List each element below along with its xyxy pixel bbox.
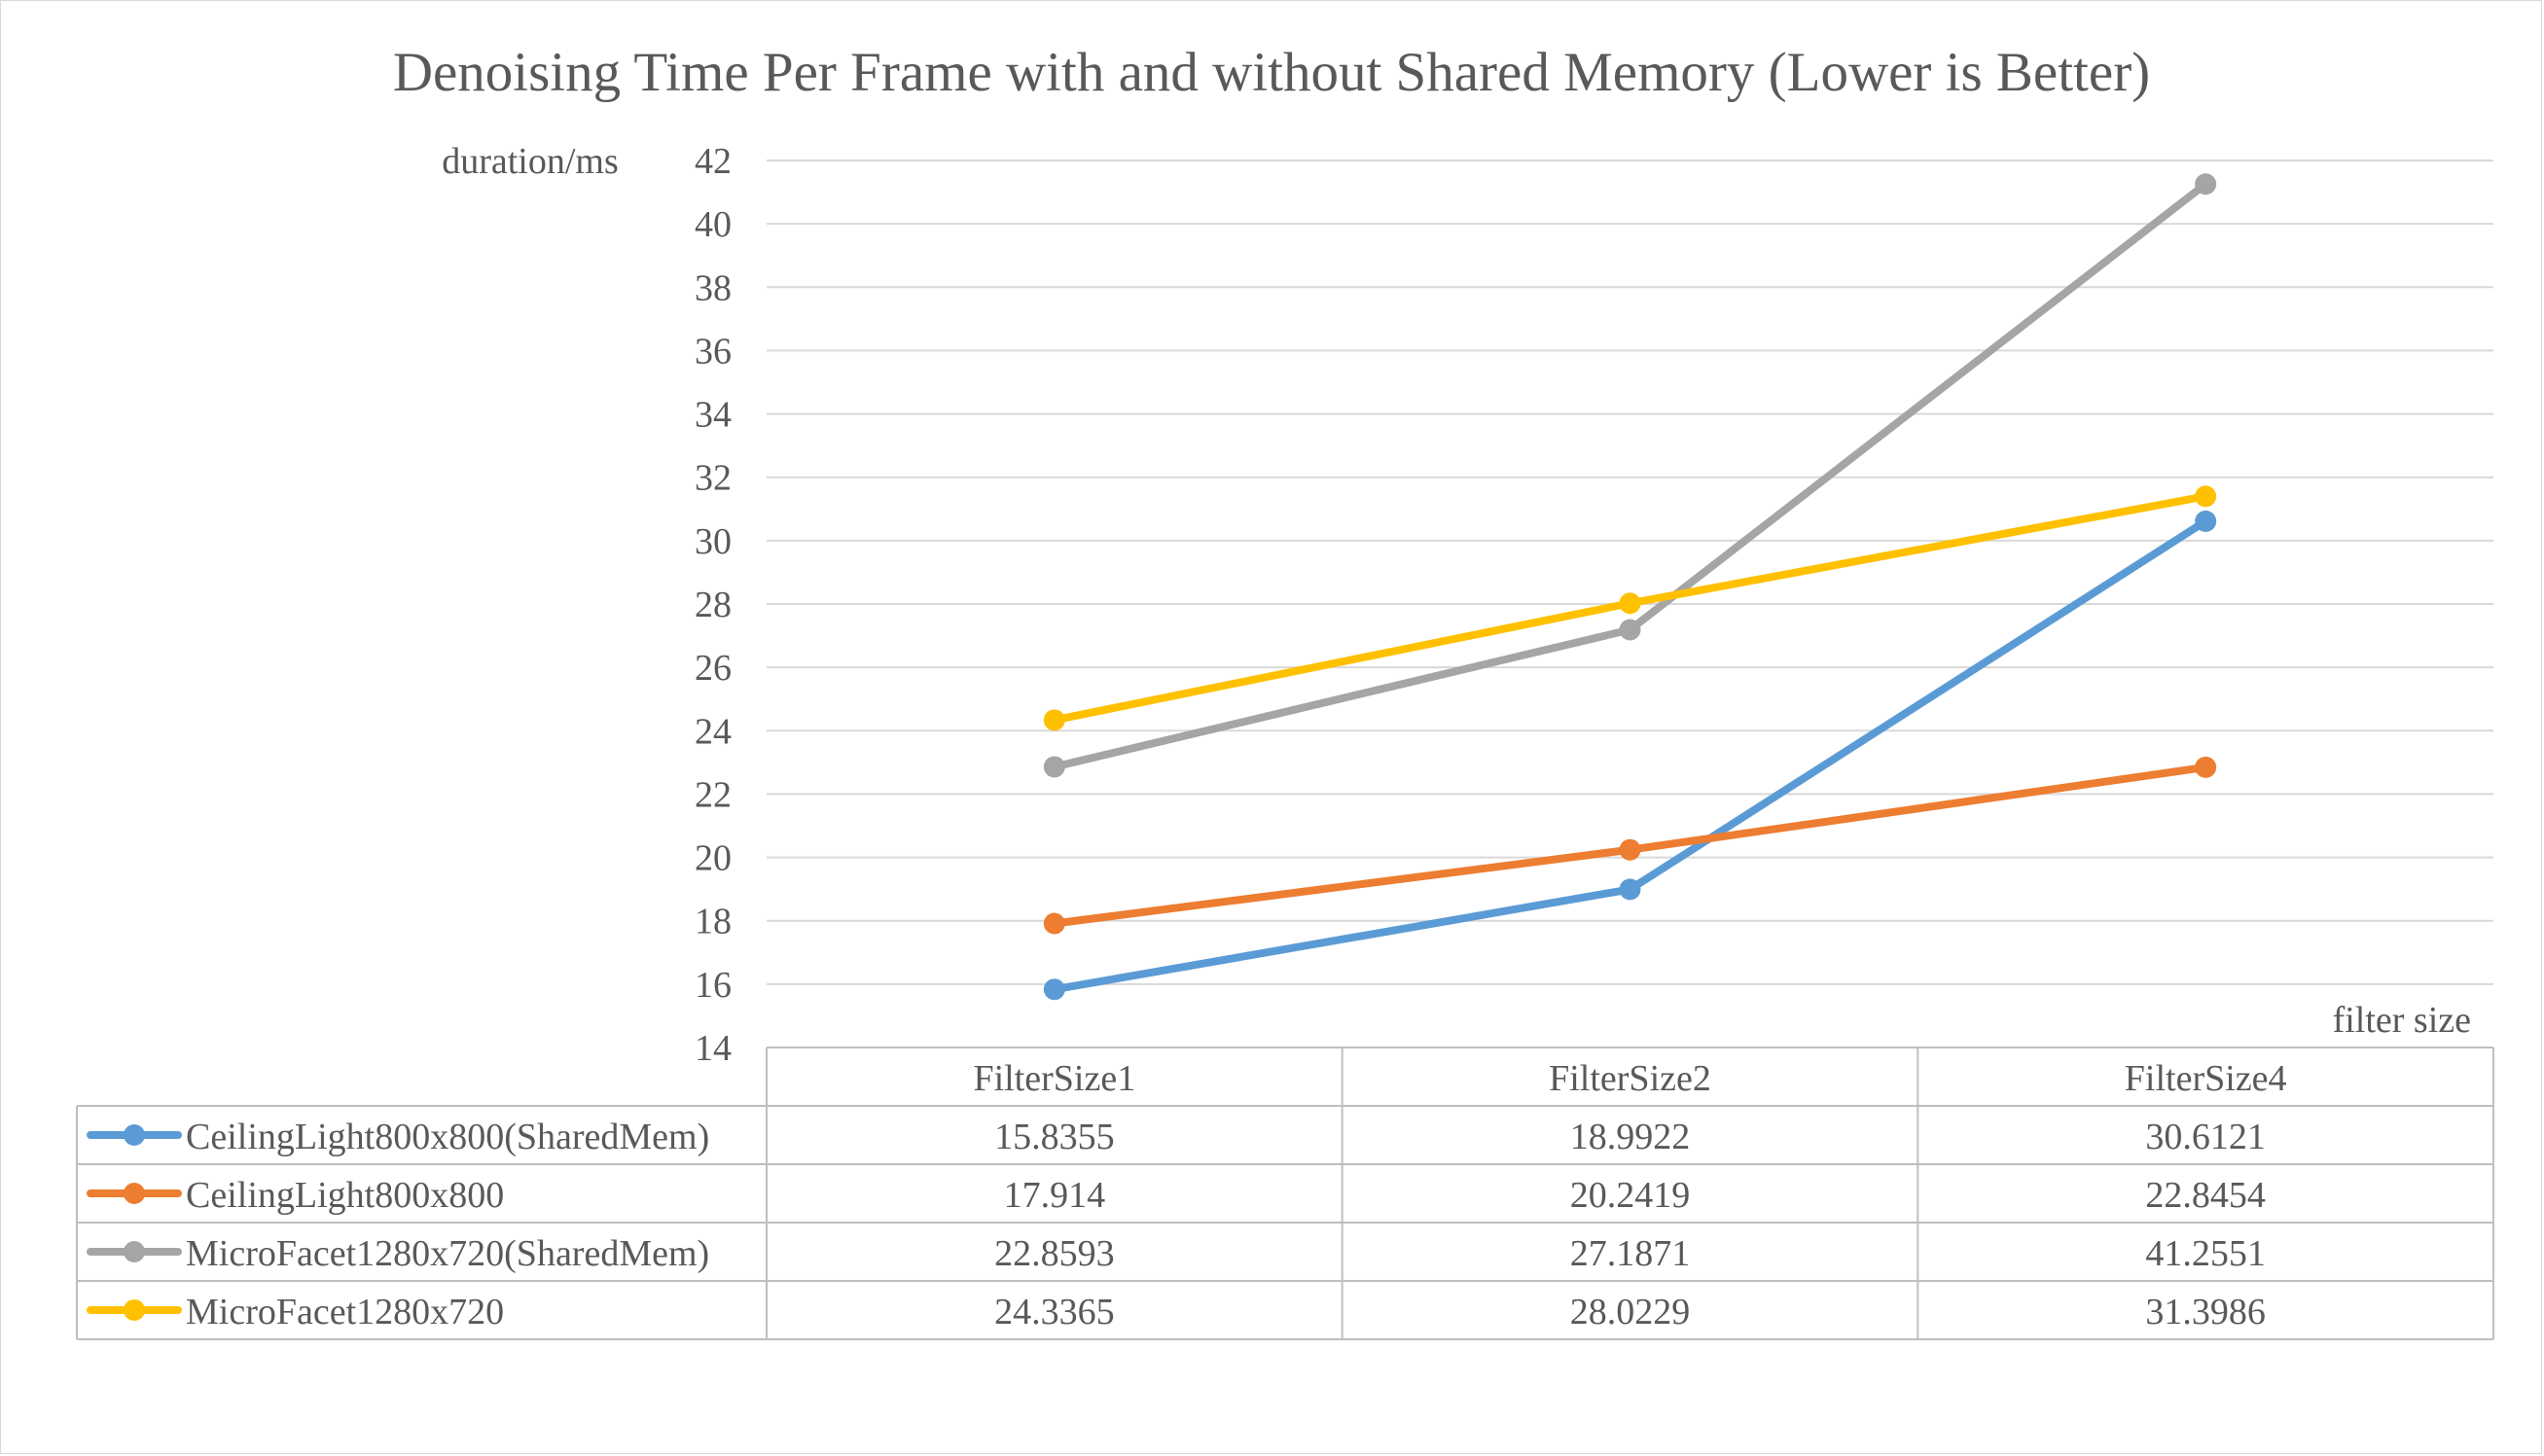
- data-point: [1043, 756, 1065, 778]
- data-point: [1043, 709, 1065, 731]
- data-point: [2195, 510, 2217, 532]
- data-point: [2195, 756, 2217, 778]
- y-tick-label: 22: [695, 774, 732, 815]
- x-category-label: FilterSize4: [2125, 1058, 2287, 1099]
- y-tick-label: 28: [695, 585, 732, 625]
- y-tick-label: 40: [695, 204, 732, 245]
- data-point: [1619, 619, 1641, 641]
- data-value-label: 31.3986: [2145, 1292, 2266, 1332]
- legend-key-marker: [124, 1183, 145, 1204]
- data-value-label: 17.914: [1004, 1175, 1106, 1216]
- data-value-label: 24.3365: [994, 1292, 1115, 1332]
- data-point: [1043, 912, 1065, 935]
- legend-series-name: MicroFacet1280x720(SharedMem): [186, 1233, 709, 1274]
- data-value-label: 27.1871: [1570, 1233, 1691, 1274]
- data-value-label: 30.6121: [2145, 1117, 2266, 1157]
- data-point: [2195, 173, 2217, 195]
- legend-series-name: MicroFacet1280x720: [186, 1292, 504, 1332]
- legend-key-marker: [124, 1124, 145, 1146]
- data-value-label: 15.8355: [994, 1117, 1115, 1157]
- data-value-label: 18.9922: [1570, 1117, 1691, 1157]
- data-value-label: 22.8593: [994, 1233, 1115, 1274]
- y-tick-label: 30: [695, 521, 732, 562]
- data-point: [1619, 878, 1641, 901]
- data-table: FilterSize1 FilterSize2 FilterSize4 Ceiling…: [76, 1047, 2494, 1340]
- y-tick-label: 16: [695, 965, 732, 1006]
- gridlines: [767, 160, 2493, 985]
- y-tick-label: 42: [695, 141, 732, 182]
- data-point: [2195, 485, 2217, 508]
- data-point: [1619, 838, 1641, 861]
- series-line-2: [1050, 180, 2210, 771]
- data-point: [1619, 592, 1641, 615]
- y-tick-label: 36: [695, 331, 732, 372]
- y-tick-label: 14: [695, 1028, 732, 1069]
- x-category-label: FilterSize1: [973, 1058, 1135, 1099]
- y-tick-label: 26: [695, 648, 732, 689]
- series-line-0: [1050, 516, 2210, 994]
- y-tick-label: 18: [695, 902, 732, 942]
- data-point: [1043, 978, 1065, 1001]
- legend-series-name: CeilingLight800x800(SharedMem): [186, 1117, 709, 1157]
- series-lines: [1043, 173, 2217, 1001]
- y-tick-label: 34: [695, 395, 732, 436]
- y-tick-label: 24: [695, 711, 732, 752]
- legend-key-marker: [124, 1299, 145, 1321]
- y-tick-label: 20: [695, 838, 732, 879]
- y-axis-ticks: 14 16 18 20 22 24 26 28 30 32 34 36 38 40 42: [695, 141, 732, 1069]
- y-axis-label: duration/ms: [442, 141, 619, 182]
- legend-key-marker: [124, 1241, 145, 1262]
- data-value-label: 28.0229: [1570, 1292, 1691, 1332]
- data-value-label: 22.8454: [2145, 1175, 2266, 1216]
- x-axis-label: filter size: [2333, 1000, 2471, 1041]
- data-value-label: 41.2551: [2145, 1233, 2266, 1274]
- y-tick-label: 32: [695, 458, 732, 499]
- data-value-label: 20.2419: [1570, 1175, 1691, 1216]
- chart-title: Denoising Time Per Frame with and withou…: [393, 42, 2150, 103]
- y-tick-label: 38: [695, 267, 732, 308]
- x-category-label: FilterSize2: [1549, 1058, 1711, 1099]
- legend-series-name: CeilingLight800x800: [186, 1175, 504, 1216]
